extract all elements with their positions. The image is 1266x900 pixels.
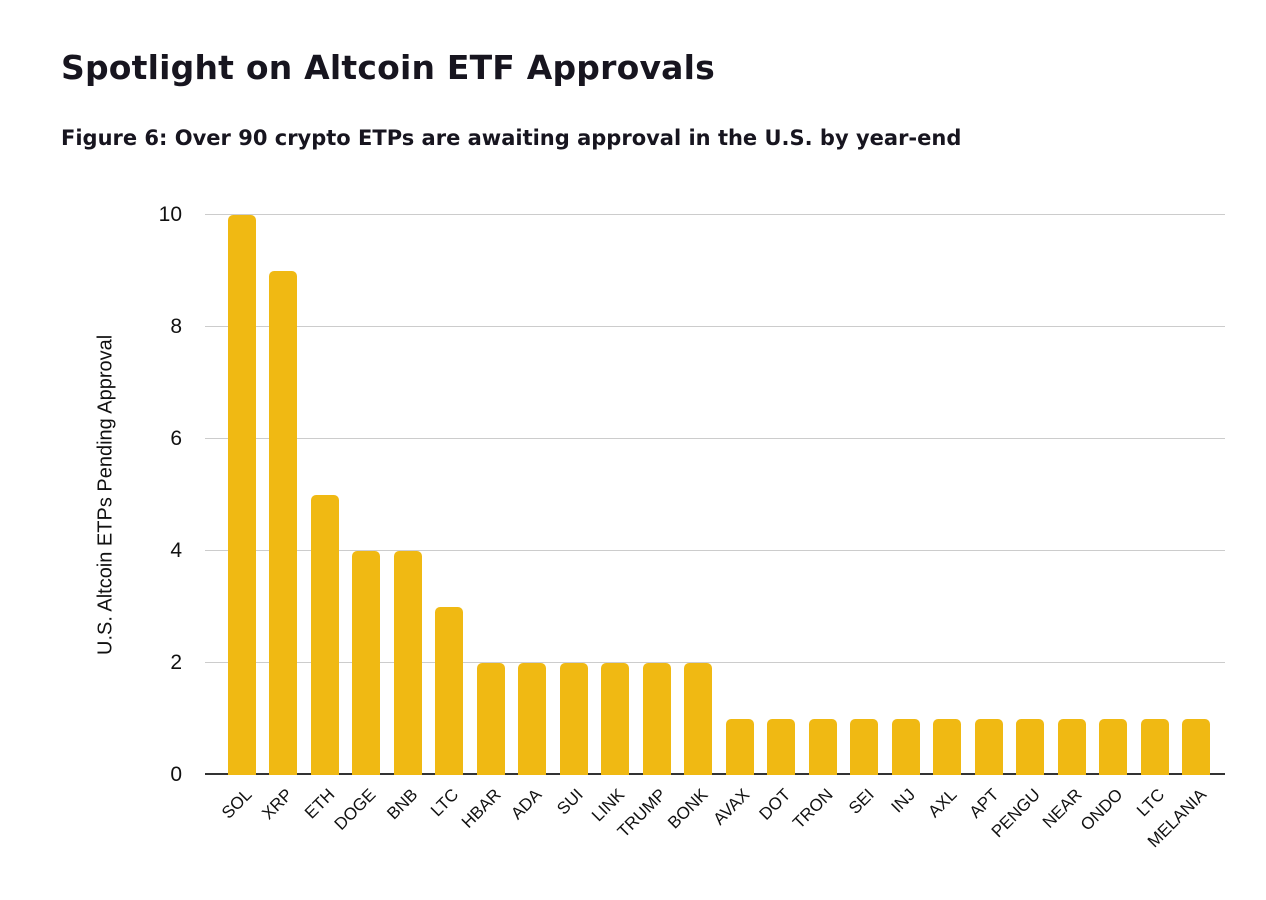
bar-cell-ltc-22: LTC	[1133, 215, 1176, 820]
bar-cell-avax-12: AVAX	[709, 215, 761, 829]
y-tick-label-0: 0	[170, 763, 182, 786]
y-tick-label-4: 4	[170, 539, 182, 562]
bar-bonk	[684, 663, 713, 775]
bar-sol	[227, 215, 256, 775]
gridline-2	[205, 662, 1225, 663]
y-tick-label-6: 6	[170, 427, 182, 450]
gridline-6	[205, 438, 1225, 439]
bar-near	[1057, 719, 1086, 775]
plot-area: SOL XRP ETH DOGE BNB LTC HBAR ADA SUI LINK TRUMP BO…	[205, 214, 1225, 851]
bar-tron	[808, 719, 837, 775]
y-tick-label-2: 2	[170, 651, 182, 674]
bar-hbar	[476, 663, 505, 775]
bar-cell-ondo-21: ONDO	[1077, 215, 1135, 834]
bar-cell-melania-23: MELANIA	[1143, 215, 1218, 851]
x-tick-label-axl: AXL	[924, 785, 961, 822]
bar-xrp	[269, 271, 298, 775]
bar-sui	[559, 663, 588, 775]
bar-cell-ltc-5: LTC	[427, 215, 471, 820]
bar-pengu	[1016, 719, 1045, 775]
x-tick-label-sui: SUI	[553, 785, 588, 819]
bar-cell-xrp-1: XRP	[259, 215, 305, 823]
x-tick-label-sol: SOL	[217, 785, 256, 823]
x-tick-label-tron: TRON	[788, 785, 837, 833]
x-tick-label-near: NEAR	[1038, 785, 1086, 832]
bar-doge	[352, 551, 381, 775]
bar-ltc	[435, 607, 464, 775]
gridline-8	[205, 326, 1225, 327]
bar-cell-doge-3: DOGE	[331, 215, 388, 834]
x-axis-line	[205, 773, 1225, 775]
x-tick-label-ltc: LTC	[427, 785, 463, 821]
bar-inj	[891, 719, 920, 775]
bar-cell-bnb-4: BNB	[383, 215, 429, 823]
bar-cell-link-9: LINK	[589, 215, 637, 825]
bar-eth	[310, 495, 339, 775]
bar-ltc	[1140, 719, 1169, 775]
bar-cell-pengu-19: PENGU	[987, 215, 1052, 841]
gridline-4	[205, 550, 1225, 551]
bar-cell-sei-15: SEI	[844, 215, 886, 818]
x-tick-label-sei: SEI	[844, 785, 878, 818]
bar-cell-apt-18: APT	[965, 215, 1010, 822]
x-tick-label-ltc: LTC	[1132, 785, 1169, 821]
bar-cell-sui-8: SUI	[553, 215, 595, 818]
page-title: Spotlight on Altcoin ETF Approvals	[61, 48, 715, 87]
bar-cell-sol-0: SOL	[218, 215, 263, 822]
x-tick-label-ondo: ONDO	[1077, 785, 1127, 835]
bar-trump	[642, 663, 671, 775]
y-axis-ticks: 0 2 4 6 8 10	[130, 203, 190, 786]
x-tick-label-avax: AVAX	[709, 785, 754, 829]
gridline-10	[205, 214, 1225, 215]
x-tick-label-hbar: HBAR	[457, 785, 505, 832]
x-tick-label-doge: DOGE	[330, 785, 380, 834]
bar-bnb	[393, 551, 422, 775]
bar-dot	[767, 719, 796, 775]
bar-ondo	[1099, 719, 1128, 775]
bar-link	[601, 663, 630, 775]
bar-cell-inj-16: INJ	[885, 215, 927, 816]
bar-sei	[850, 719, 879, 775]
bar-cell-near-20: NEAR	[1038, 215, 1093, 832]
bar-cell-eth-2: ETH	[301, 215, 346, 822]
x-tick-label-ada: ADA	[507, 785, 546, 824]
bar-cell-tron-14: TRON	[789, 215, 844, 832]
y-axis-title: U.S. Altcoin ETPs Pending Approval	[94, 334, 117, 656]
bar-melania	[1182, 719, 1211, 775]
bars-group: SOL XRP ETH DOGE BNB LTC HBAR ADA SUI LINK TRUMP BO…	[205, 215, 1225, 851]
bar-cell-trump-10: TRUMP	[614, 215, 678, 841]
y-tick-label-8: 8	[170, 315, 182, 338]
bar-axl	[933, 719, 962, 775]
x-tick-label-bonk: BONK	[664, 785, 712, 833]
x-tick-label-xrp: XRP	[258, 785, 297, 824]
bar-cell-hbar-6: HBAR	[457, 215, 512, 832]
bar-cell-dot-13: DOT	[756, 215, 803, 824]
y-tick-label-10: 10	[158, 203, 182, 226]
figure-caption: Figure 6: Over 90 crypto ETPs are awaiti…	[61, 126, 962, 150]
bar-cell-ada-7: ADA	[508, 215, 554, 823]
bar-apt	[974, 719, 1003, 775]
x-tick-label-inj: INJ	[887, 785, 920, 817]
bar-ada	[518, 663, 547, 775]
bar-cell-bonk-11: BONK	[664, 215, 720, 833]
bar-avax	[725, 719, 754, 775]
bar-cell-axl-17: AXL	[925, 215, 969, 821]
x-tick-label-bnb: BNB	[383, 785, 422, 824]
